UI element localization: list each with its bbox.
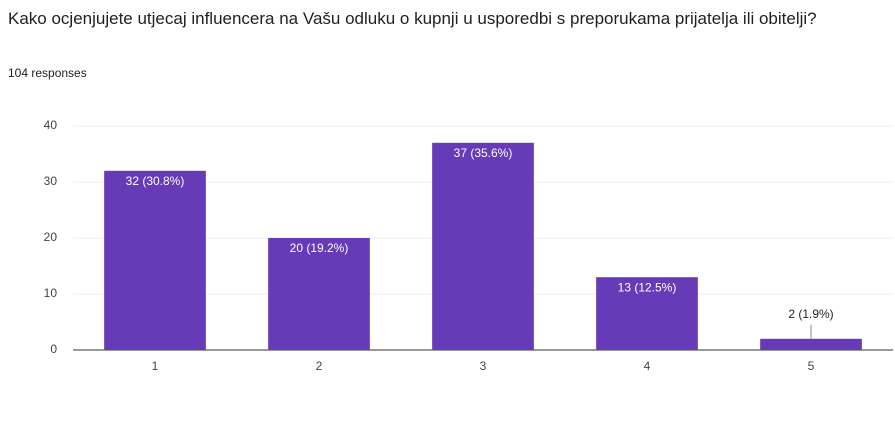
data-label: 13 (12.5%)	[618, 280, 677, 294]
bar	[104, 170, 206, 350]
y-tick-label: 30	[44, 174, 58, 188]
x-tick-label: 4	[644, 359, 651, 373]
bar	[268, 238, 370, 350]
x-tick-label: 1	[152, 359, 159, 373]
bar	[432, 142, 534, 350]
bar	[596, 277, 698, 350]
chart-subtitle: 104 responses	[8, 66, 87, 80]
chart-title: Kako ocjenjujete utjecaj influencera na …	[8, 9, 817, 28]
x-tick-label: 2	[316, 359, 323, 373]
y-tick-label: 10	[44, 286, 58, 300]
y-tick-label: 0	[50, 342, 57, 356]
data-label: 32 (30.8%)	[126, 174, 185, 188]
data-label: 37 (35.6%)	[454, 146, 513, 160]
x-tick-label: 3	[480, 359, 487, 373]
bar	[760, 338, 862, 350]
y-tick-label: 40	[44, 118, 58, 132]
data-label: 20 (19.2%)	[290, 241, 349, 255]
data-label: 2 (1.9%)	[788, 307, 833, 321]
y-tick-label: 20	[44, 230, 58, 244]
x-tick-label: 5	[808, 359, 815, 373]
